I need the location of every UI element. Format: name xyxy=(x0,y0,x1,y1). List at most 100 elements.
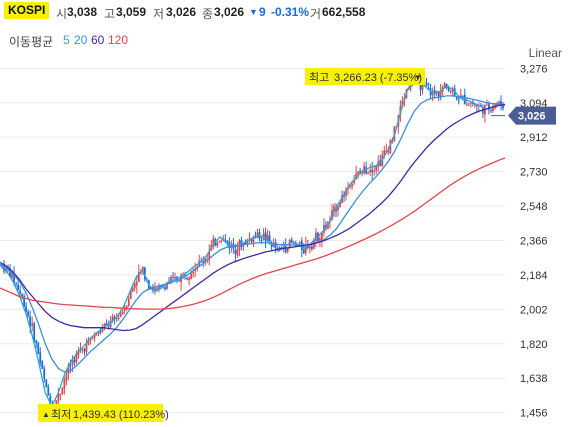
candle-body xyxy=(319,238,321,241)
ma-line-60 xyxy=(0,103,506,332)
candle-body xyxy=(71,360,74,365)
y-tick-label: 1,820 xyxy=(520,339,548,351)
candle-body xyxy=(190,273,193,279)
candle-body xyxy=(59,393,62,395)
high-value: 3,266.23 (-7.35%) xyxy=(334,72,422,84)
ma-line-20 xyxy=(0,95,506,373)
candle-body xyxy=(31,323,34,326)
scale-mode-label[interactable]: Linear xyxy=(528,46,562,60)
candle-body xyxy=(39,352,42,363)
candle-body xyxy=(359,170,362,173)
candle-body xyxy=(156,288,158,290)
ma-line-120 xyxy=(0,157,506,310)
candle-body xyxy=(486,104,488,106)
y-tick-label: 1,638 xyxy=(520,373,548,385)
candle-body xyxy=(451,89,454,92)
ma-period-120[interactable]: 120 xyxy=(108,33,129,47)
candle-body xyxy=(379,160,382,166)
candle-body xyxy=(170,277,172,282)
candle-body xyxy=(310,246,313,249)
candle-body xyxy=(461,95,464,97)
candle-body xyxy=(21,294,24,297)
candle-body xyxy=(407,88,410,90)
candle-body xyxy=(23,296,26,307)
candle-body xyxy=(47,386,50,396)
candle-body xyxy=(77,350,80,356)
candle-body xyxy=(268,235,271,242)
candle-body xyxy=(45,379,48,388)
candle-body xyxy=(349,186,351,188)
candle-body xyxy=(298,242,301,244)
price-chart[interactable]: 3,2763,0942,9122,7302,5482,3662,1842,002… xyxy=(0,60,568,427)
candle-body xyxy=(437,91,440,97)
candle-body xyxy=(443,83,446,88)
candle-body xyxy=(449,90,452,92)
candle-body xyxy=(244,242,247,245)
candle-body xyxy=(119,313,122,317)
candle-body xyxy=(353,180,356,184)
low-arrow-icon: ▲ xyxy=(42,410,50,419)
candle-body xyxy=(137,271,140,282)
candle-body xyxy=(355,173,358,180)
candle-body xyxy=(125,306,128,308)
open-value: 3,038 xyxy=(67,5,98,19)
ma-period-20[interactable]: 20 xyxy=(74,33,88,47)
candle-body xyxy=(421,81,424,91)
candle-body xyxy=(109,320,112,328)
candle-body xyxy=(129,290,132,299)
candle-body xyxy=(365,167,368,174)
change-pct: -0.31% xyxy=(271,5,310,19)
candle-body xyxy=(500,101,502,106)
candle-body xyxy=(63,380,66,389)
candle-body xyxy=(250,239,253,242)
candle-body xyxy=(164,287,166,290)
candle-body xyxy=(357,171,360,175)
candle-body xyxy=(25,306,28,312)
candle-body xyxy=(91,338,94,340)
candle-body xyxy=(383,150,386,156)
y-tick-label: 1,456 xyxy=(520,408,548,420)
quote-header: KOSPI 시 3,038 고 3,059 저 3,026 종 3,026 ▼ … xyxy=(0,0,568,24)
candle-body xyxy=(75,353,78,362)
symbol-badge[interactable]: KOSPI xyxy=(4,2,50,19)
candle-body xyxy=(3,263,5,272)
candle-body xyxy=(252,236,255,243)
candle-body xyxy=(469,102,472,104)
candle-body xyxy=(135,282,138,286)
candle-body xyxy=(204,258,207,263)
y-tick-label: 2,184 xyxy=(520,270,548,282)
candle-body xyxy=(333,206,335,212)
candle-body xyxy=(61,388,64,395)
candle-body xyxy=(278,247,281,249)
candle-body xyxy=(85,342,88,352)
moving-average-label: 이동평균 xyxy=(9,35,54,49)
candle-body xyxy=(11,272,13,278)
candle-body xyxy=(473,104,476,106)
low-label: 최저 xyxy=(51,408,71,421)
candle-body xyxy=(385,150,388,152)
high-annotation: 최고 3,266.23 (-7.35%) ▼ xyxy=(305,68,425,85)
candle-body xyxy=(490,110,492,112)
candle-body xyxy=(35,340,38,344)
candle-body xyxy=(308,246,311,249)
candle-body xyxy=(9,268,11,277)
candle-body xyxy=(95,334,98,336)
low-value: 3,026 xyxy=(166,5,197,19)
candle-body xyxy=(65,374,68,382)
candle-body xyxy=(371,169,374,173)
candle-body xyxy=(141,266,144,272)
low-label: 저 xyxy=(153,7,165,21)
candle-body xyxy=(321,232,323,240)
candle-body xyxy=(292,241,295,243)
ma-period-60[interactable]: 60 xyxy=(91,33,105,47)
candle-body xyxy=(488,104,490,110)
y-tick-label: 2,730 xyxy=(520,167,548,179)
candle-body xyxy=(331,210,333,220)
candle-body xyxy=(425,82,428,87)
high-highlight xyxy=(305,68,425,85)
candle-body xyxy=(97,330,100,335)
candle-body xyxy=(15,282,17,284)
ma-period-5[interactable]: 5 xyxy=(63,33,70,47)
y-tick-label: 2,366 xyxy=(520,235,548,247)
candle-body xyxy=(115,317,118,320)
